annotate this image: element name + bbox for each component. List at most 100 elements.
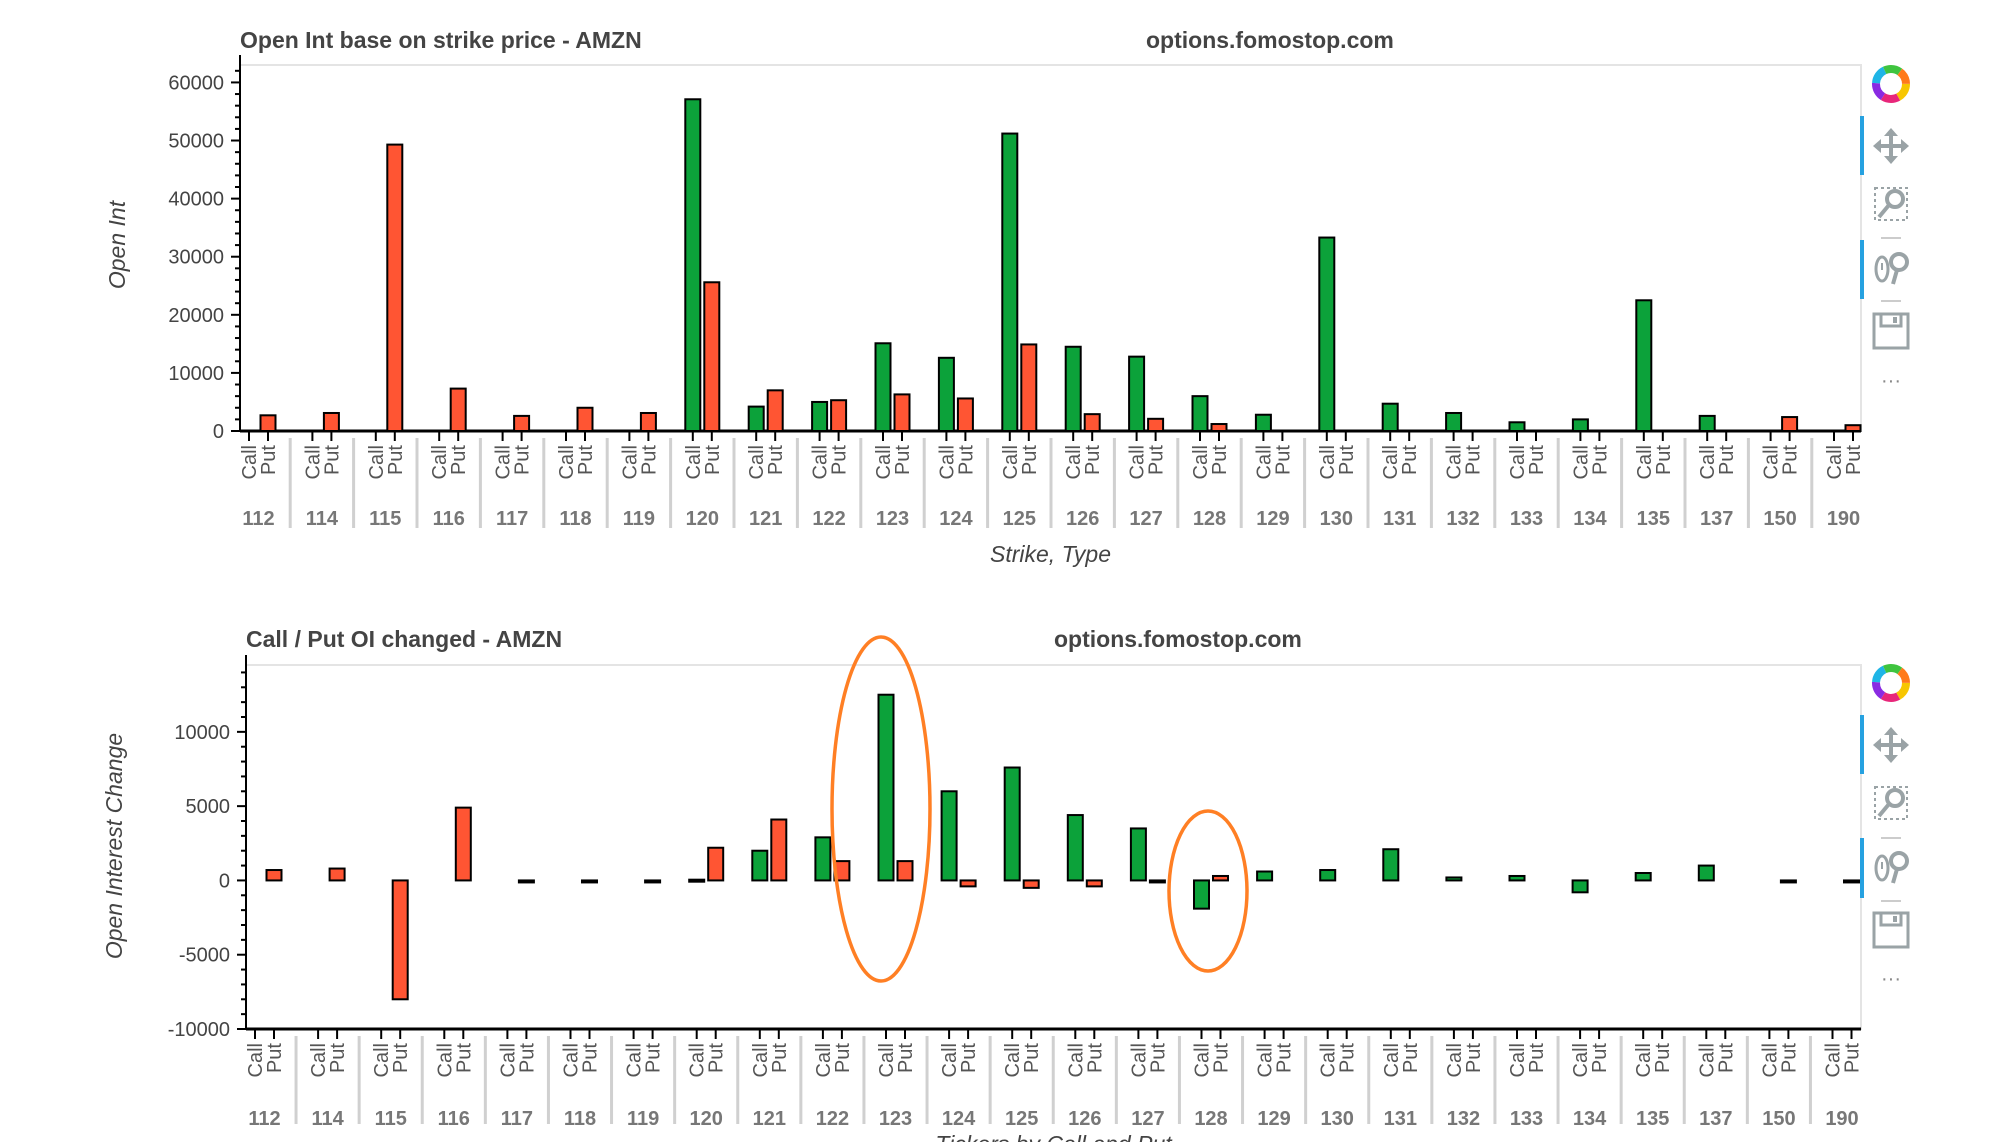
bar-call-128[interactable] <box>1193 879 1210 910</box>
bar-put-128[interactable] <box>1210 423 1228 432</box>
bar-put-117[interactable] <box>517 879 535 884</box>
bar-call-129[interactable] <box>1254 413 1272 433</box>
bar-put-118[interactable] <box>581 879 598 884</box>
bar-call-120[interactable] <box>684 98 702 433</box>
subcategory-label: Call <box>746 445 768 479</box>
bar-put-118[interactable] <box>576 406 594 432</box>
bar-put-150[interactable] <box>1781 416 1799 432</box>
bar-put-119[interactable] <box>639 411 657 433</box>
bar-call-131[interactable] <box>1382 848 1400 882</box>
bar-put-125[interactable] <box>1022 879 1040 889</box>
strike-label: 112 <box>242 508 274 530</box>
subcategory-label: Put <box>575 445 597 475</box>
strike-label: 119 <box>623 508 655 530</box>
bar-put-121[interactable] <box>770 818 788 882</box>
bar-call-131[interactable] <box>1381 402 1399 433</box>
bar-call-125[interactable] <box>1003 766 1021 882</box>
bar-call-134[interactable] <box>1571 418 1589 432</box>
pan-icon[interactable] <box>1866 121 1916 171</box>
bar-put-112[interactable] <box>259 414 277 433</box>
bar-put-125[interactable] <box>1020 343 1038 433</box>
strike-label: 118 <box>559 508 591 530</box>
chart-2: Call / Put OI changed - AMZN options.fomo… <box>101 626 1864 1142</box>
bar-put-126[interactable] <box>1083 413 1101 432</box>
bar-put-121[interactable] <box>766 389 784 433</box>
bar-call-129[interactable] <box>1256 870 1274 882</box>
bar-call-126[interactable] <box>1064 345 1082 432</box>
bar-put-127[interactable] <box>1148 879 1166 884</box>
bar-call-124[interactable] <box>940 790 958 882</box>
bar-call-122[interactable] <box>814 836 832 882</box>
bar-call-133[interactable] <box>1508 874 1526 882</box>
box-zoom-icon[interactable] <box>1866 179 1916 229</box>
bar-call-120[interactable] <box>688 878 706 883</box>
subcategory-label: Put <box>258 445 280 475</box>
strike-label: 120 <box>686 508 719 530</box>
bar-call-132[interactable] <box>1445 876 1463 882</box>
bar-call-128[interactable] <box>1191 395 1209 432</box>
bar-put-124[interactable] <box>956 397 974 433</box>
wheel-zoom-icon[interactable] <box>1866 842 1916 892</box>
more-icon[interactable]: ··· <box>1881 369 1901 392</box>
subcategory-label: Call <box>750 1043 772 1077</box>
bar-put-119[interactable] <box>644 879 662 884</box>
bar-put-128[interactable] <box>1212 874 1229 882</box>
bar-call-130[interactable] <box>1319 869 1337 882</box>
subcategory-label: Call <box>1192 1043 1214 1077</box>
bar-put-150[interactable] <box>1779 879 1797 884</box>
bar-put-126[interactable] <box>1085 879 1103 888</box>
bar-call-130[interactable] <box>1318 236 1336 432</box>
bar-call-134[interactable] <box>1571 879 1589 894</box>
bar-call-127[interactable] <box>1128 355 1146 432</box>
bar-call-125[interactable] <box>1001 132 1019 433</box>
bar-put-115[interactable] <box>386 143 404 432</box>
bar-call-126[interactable] <box>1066 814 1084 882</box>
bar-put-124[interactable] <box>959 879 977 888</box>
strike-label: 114 <box>311 1108 344 1130</box>
bar-call-132[interactable] <box>1445 411 1463 433</box>
bar-call-121[interactable] <box>747 405 765 433</box>
bar-put-120[interactable] <box>707 846 725 882</box>
bar-put-190[interactable] <box>1843 879 1860 884</box>
strike-label: 120 <box>690 1108 723 1130</box>
strike-label: 124 <box>939 508 973 530</box>
subcategory-label: Put <box>1526 445 1548 475</box>
bar-call-137[interactable] <box>1697 864 1715 882</box>
strike-label: 114 <box>306 508 339 530</box>
strike-label: 133 <box>1510 508 1543 530</box>
bar-call-135[interactable] <box>1635 299 1653 432</box>
strike-label: 115 <box>369 508 401 530</box>
bar-call-123[interactable] <box>874 342 892 432</box>
bar-call-133[interactable] <box>1508 421 1526 432</box>
pan-icon[interactable] <box>1866 720 1916 770</box>
save-icon[interactable] <box>1866 905 1916 955</box>
bar-call-137[interactable] <box>1698 414 1716 432</box>
subcategory-label: Call <box>1444 445 1466 479</box>
bar-put-116[interactable] <box>449 387 467 433</box>
bar-put-127[interactable] <box>1147 417 1165 432</box>
bar-put-190[interactable] <box>1844 424 1862 433</box>
box-zoom-icon[interactable] <box>1866 778 1916 828</box>
bar-put-123[interactable] <box>893 393 911 432</box>
bar-put-112[interactable] <box>265 869 283 882</box>
more-icon[interactable]: ··· <box>1881 967 1901 990</box>
wheel-zoom-icon[interactable] <box>1866 243 1916 293</box>
subcategory-label: Put <box>829 445 851 475</box>
save-icon[interactable] <box>1866 306 1916 356</box>
bar-put-114[interactable] <box>328 867 346 882</box>
bar-call-127[interactable] <box>1129 827 1147 882</box>
bar-put-120[interactable] <box>703 281 721 432</box>
bar-put-123[interactable] <box>896 860 914 882</box>
bar-call-123[interactable] <box>877 693 895 882</box>
bar-call-122[interactable] <box>811 400 829 433</box>
bar-call-124[interactable] <box>937 356 955 432</box>
bar-put-122[interactable] <box>830 399 848 433</box>
bar-call-121[interactable] <box>751 849 769 882</box>
subcategory-label: Put <box>1399 445 1421 475</box>
bar-put-116[interactable] <box>454 806 472 882</box>
bar-call-135[interactable] <box>1634 872 1652 882</box>
bar-put-115[interactable] <box>391 879 409 1001</box>
bar-put-117[interactable] <box>513 414 531 432</box>
bar-put-114[interactable] <box>322 411 340 433</box>
